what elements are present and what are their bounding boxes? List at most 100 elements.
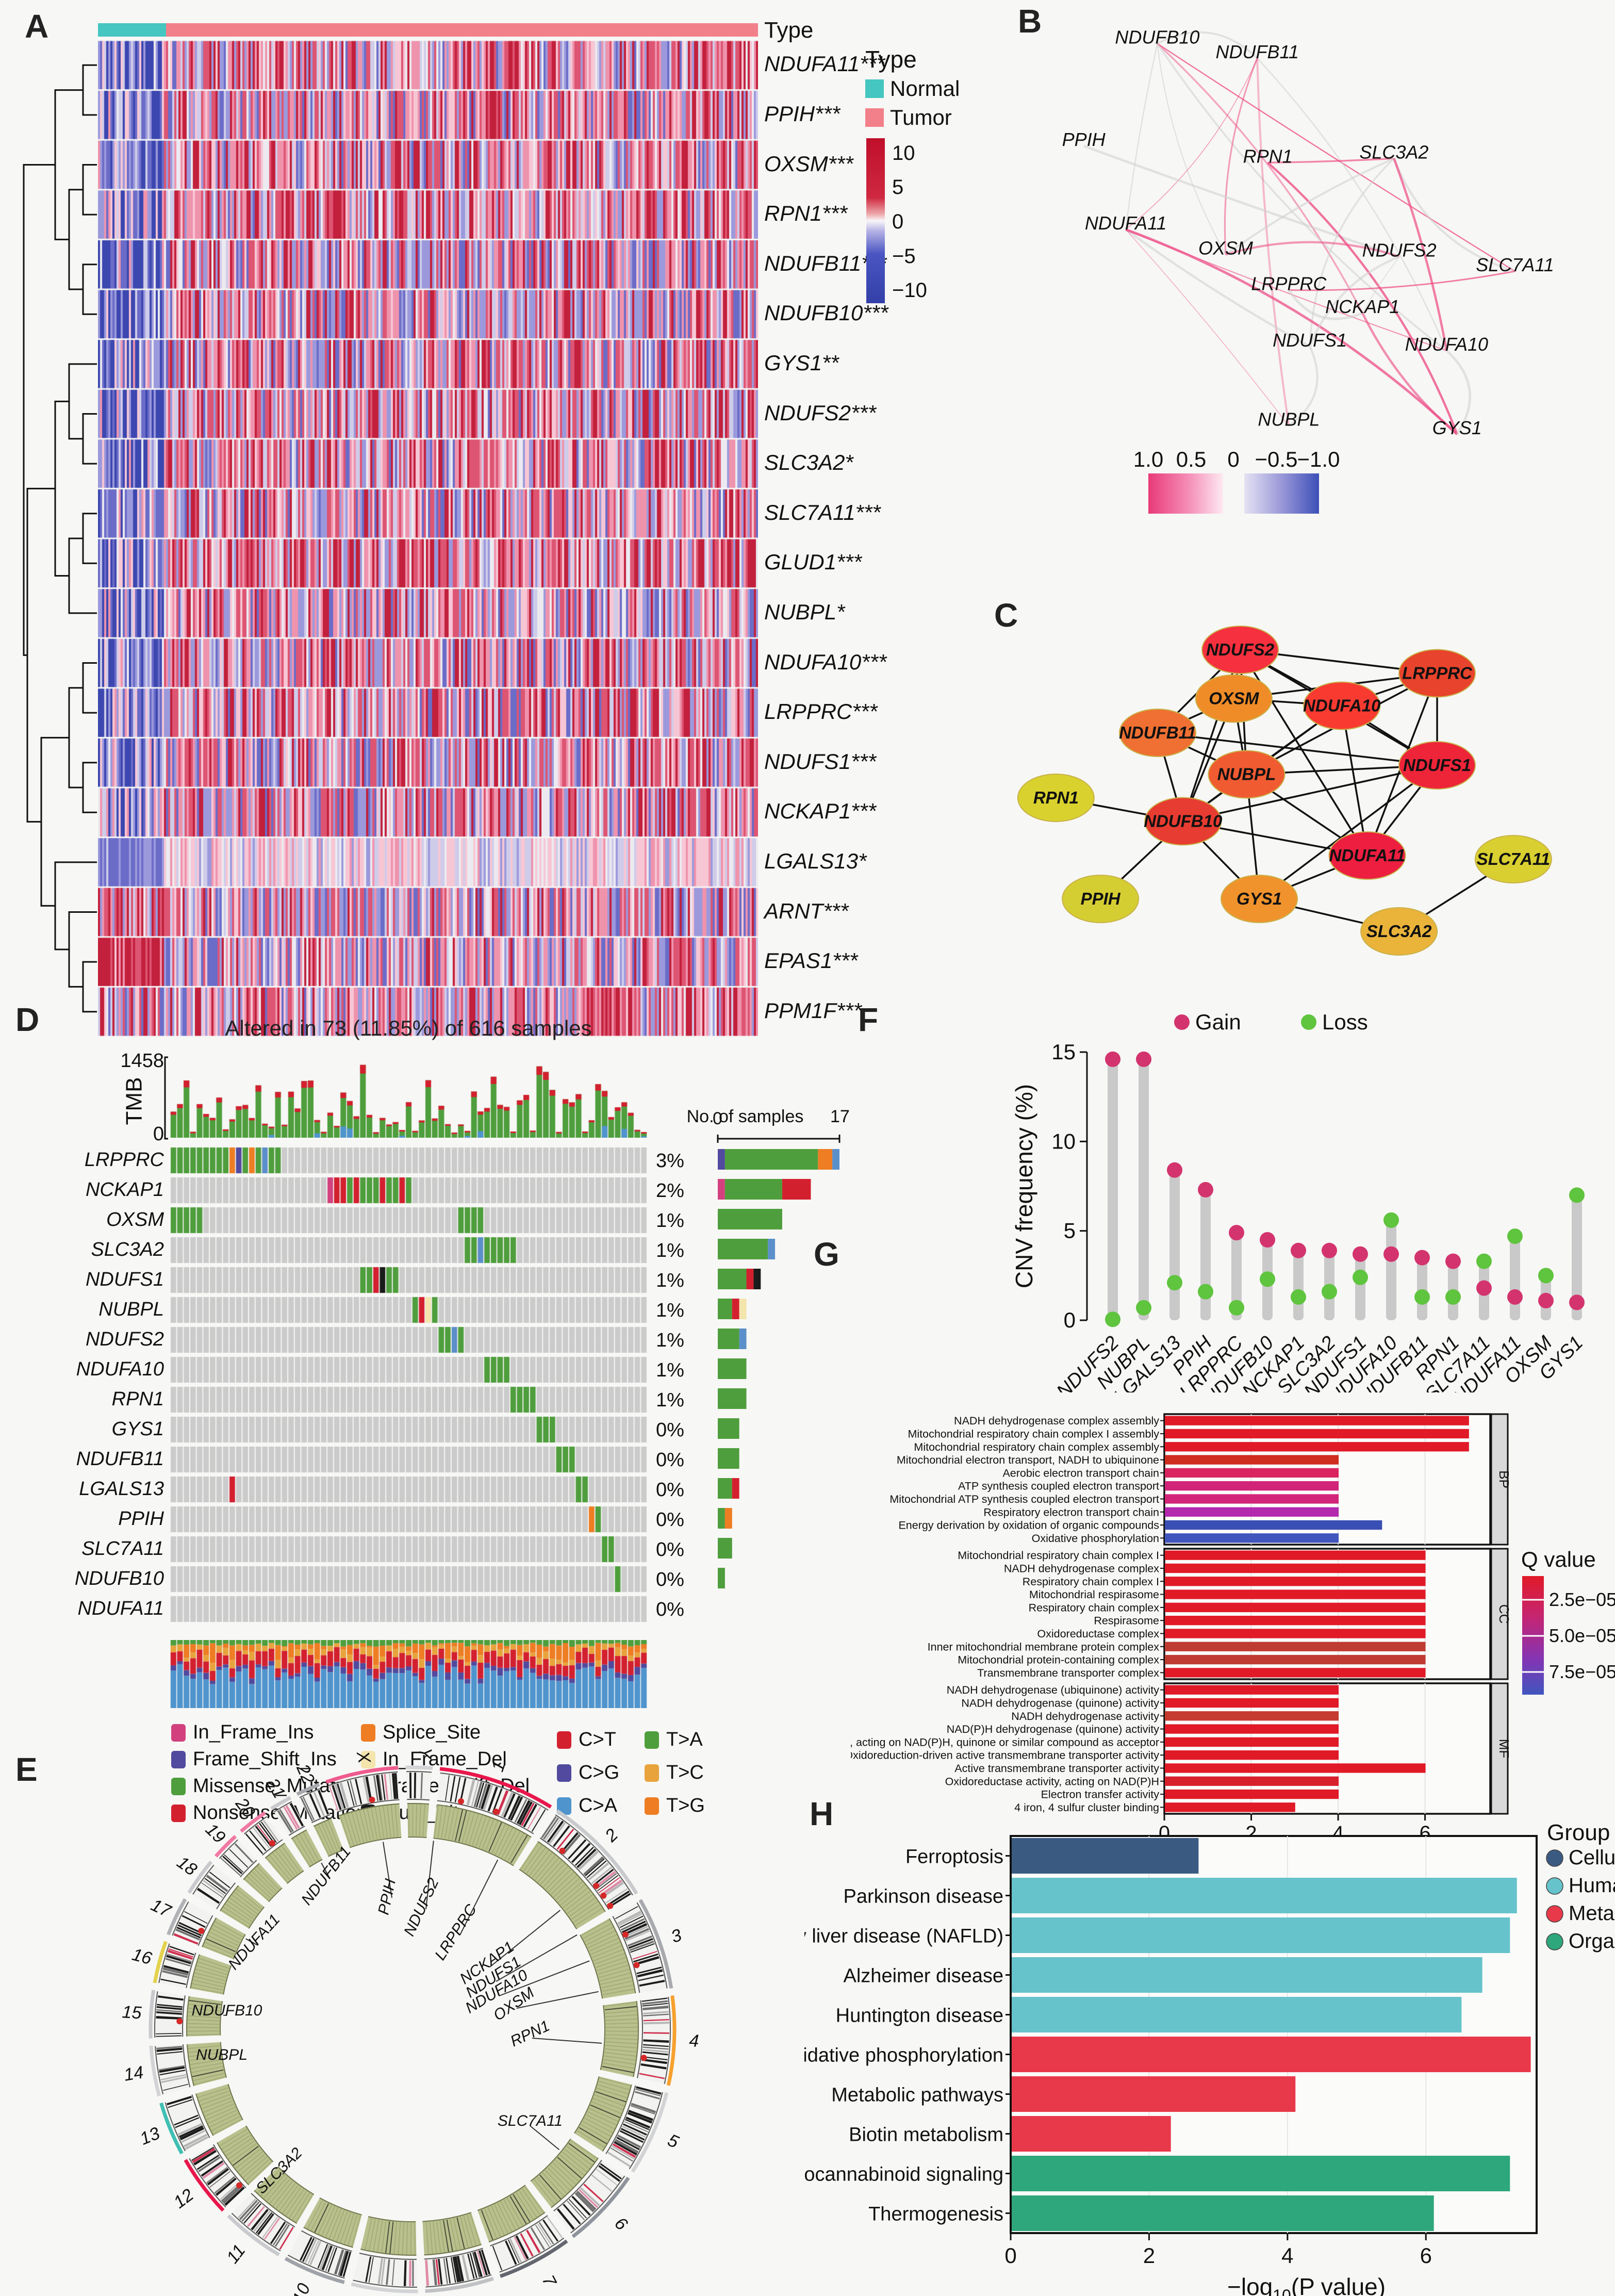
circos-svg: 12345678910111213141516171819202122XYPPI…	[122, 1747, 700, 2296]
samples-bar-segment	[739, 1329, 747, 1349]
oncoplot-gene-pct: 1%	[656, 1359, 684, 1381]
legend-swatch	[557, 1731, 571, 1749]
heatmap-canvas	[98, 40, 758, 1037]
circos-ideogram-band	[627, 2112, 652, 2124]
circos-ideogram-band	[543, 1817, 559, 1840]
kegg-svg: Ferroptosis Parkinson disease Non-alcoholi…	[804, 1820, 1615, 2296]
circos-outer-arc	[425, 2276, 494, 2293]
circos-ideogram-band	[618, 1913, 642, 1926]
legend-item: C>A	[557, 1795, 617, 1817]
circos-inner-band	[407, 1803, 430, 1838]
circos-ideogram-band	[283, 1806, 298, 1830]
type-annotation-bar	[98, 23, 758, 37]
oncoplot-gene-pct: 0%	[656, 1419, 684, 1441]
legend-swatch	[645, 1797, 659, 1815]
samples-bar-segment	[818, 1149, 833, 1170]
circos-gene-dot	[457, 1798, 464, 1805]
circos-inner-hatch	[272, 2180, 293, 2207]
circos-ideogram-band	[196, 1888, 220, 1904]
samples-bar-segment	[724, 1149, 818, 1170]
samples-bar-segment	[718, 1388, 747, 1409]
circos-inner-hatch	[463, 2216, 473, 2247]
corr-edge	[1083, 144, 1400, 258]
go-bar	[1165, 1711, 1339, 1721]
ppi-node-label: SLC7A11	[1477, 849, 1550, 868]
circos-ideogram-band	[594, 1871, 616, 1889]
kegg-bar-label: Thermogenesis	[868, 2204, 1003, 2225]
circos-ideogram-border	[299, 1788, 321, 1798]
circos-ideogram-band	[591, 2174, 613, 2192]
tmb-axis-max: 1458	[120, 1050, 164, 1072]
circos-ideogram-band	[622, 1923, 648, 1936]
legend-label: C>A	[579, 1795, 617, 1816]
panel-kegg: H Ferroptosis Parkinson disease Non-alcoho…	[804, 1779, 1615, 2296]
circos-inner-border	[600, 2005, 605, 2070]
circos-ideogram-band	[492, 1788, 503, 1813]
cnv-stick	[1417, 1257, 1427, 1320]
circos-inner-band	[243, 1863, 283, 1902]
dendrogram-branch	[23, 164, 55, 656]
heatmap-row-label: ARNT***	[764, 898, 849, 923]
corr-edge	[1225, 241, 1400, 258]
circos-gene-leader	[382, 1842, 392, 1898]
circos-ideogram-band	[192, 2147, 216, 2163]
kegg-bar	[1012, 2076, 1296, 2112]
cnv-loss-point	[1229, 1300, 1244, 1316]
circos-inner-hatch	[234, 1891, 260, 1912]
corr-edge	[1257, 58, 1447, 351]
corr-node-label: NDUFB11	[1216, 41, 1299, 62]
corr-node-label: LRPPRC	[1251, 273, 1327, 294]
circos-outer-arc	[153, 1941, 168, 1983]
oncoplot-gene-pct: 2%	[656, 1180, 684, 1202]
circos-ideogram-band	[355, 1779, 362, 1805]
go-bar	[1165, 1802, 1295, 1812]
heatmap-row-label: PPIH***	[764, 101, 841, 126]
circos-ideogram-band	[542, 2219, 559, 2242]
ppi-node	[1144, 797, 1222, 846]
circos-ideogram-band	[258, 1823, 275, 1845]
corr-edge	[1125, 58, 1258, 230]
circos-chromosome-label: 7	[538, 2272, 561, 2290]
samples-bar-segment	[718, 1418, 739, 1439]
circos-inner-border	[319, 2197, 362, 2216]
circos-ideogram-band	[222, 2185, 243, 2204]
corr-node-label: SLC3A2	[1359, 141, 1428, 162]
oncoplot-gene-label: PPIH	[118, 1508, 164, 1530]
circos-ideogram-band	[576, 2190, 597, 2211]
circos-ideogram-border	[539, 1837, 609, 1910]
oncoplot-gene-label: NUBPL	[98, 1299, 164, 1320]
circos-inner-border	[220, 1885, 239, 1911]
kegg-x-tick-label: 0	[1004, 2243, 1016, 2268]
oncoplot-gene-pct: 0%	[656, 1569, 684, 1590]
cnv-y-tick-label: 5	[1064, 1219, 1076, 1243]
go-bar	[1165, 1520, 1382, 1530]
legend-item: In_Frame_Del	[361, 1748, 507, 1770]
circos-inner-band	[574, 2076, 632, 2152]
kegg-bar-label: Non-alcoholic fatty liver disease (NAFLD…	[804, 1926, 1003, 1947]
oncoplot-gene-pct: 1%	[656, 1300, 684, 1321]
circos-ideogram-border	[311, 1814, 331, 1824]
circos-ideogram-border	[213, 2144, 246, 2189]
circos-inner-band	[519, 1841, 606, 1930]
legend-label: In_Frame_Ins	[193, 1721, 314, 1743]
circos-ideogram-band	[365, 1776, 372, 1802]
circos-inner-border	[437, 1804, 532, 1838]
ppi-node-label: NDUFB11	[1119, 723, 1196, 742]
circos-ideogram-border	[555, 1814, 633, 1896]
circos-outer-arc	[405, 1765, 433, 1770]
circos-inner-hatch	[497, 2203, 513, 2232]
circos-inner-hatch	[302, 1832, 319, 1861]
corr-edge	[1224, 58, 1258, 255]
circos-inner-hatch	[583, 1923, 612, 1939]
circos-chromosome-label: 12	[170, 2185, 197, 2212]
legend-item: In_Frame_Ins	[171, 1721, 314, 1744]
circos-inner-hatch	[490, 2206, 505, 2236]
kegg-legend-title: Group	[1547, 1820, 1610, 1845]
circos-chromosome-label: 3	[668, 1925, 684, 1947]
corr-node-label: RPN1	[1243, 145, 1293, 167]
circos-ideogram-band	[600, 2163, 622, 2179]
circos-gene-leader	[530, 2125, 560, 2151]
oncoplot-gene-pct: 3%	[656, 1150, 684, 1172]
circos-chromosome-label: 18	[173, 1852, 201, 1880]
ppi-node	[1398, 741, 1476, 790]
